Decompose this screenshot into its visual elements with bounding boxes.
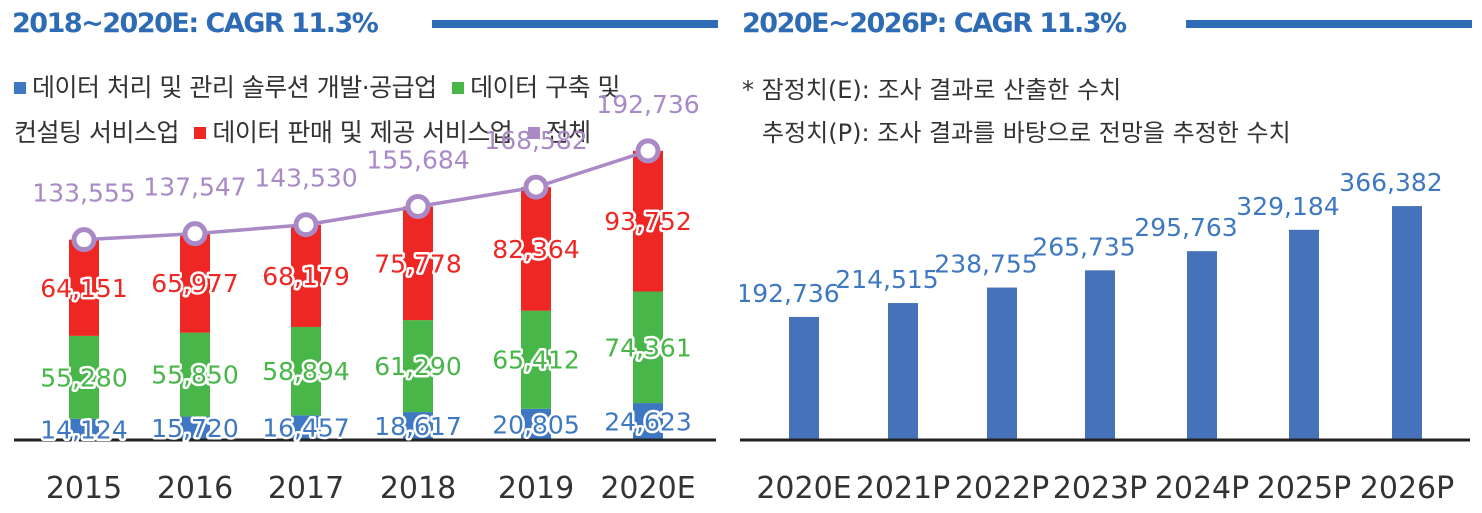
total-point [405,193,431,219]
total-point [523,174,549,200]
total-label: 143,530 [254,164,357,193]
note-estimate: 추정치(P): 조사 결과를 바탕으로 전망을 추정한 수치 [762,119,1291,147]
bar-segment [633,291,663,404]
data-label: 82,364 [492,235,579,264]
forecast-bar [888,303,918,440]
x-tick-label: 2026P [1360,471,1454,506]
legend-label-processing: 데이터 처리 및 관리 솔루션 개발·공급업 [32,73,437,102]
bar-segment [180,233,210,333]
forecast-bar [1085,270,1115,440]
total-point [71,227,97,253]
bar-segment [521,408,551,440]
data-label: 265,735 [1032,232,1135,261]
bar-segment [633,150,663,292]
total-line [83,149,649,242]
bar-segment [291,415,321,440]
legend-label-building: 데이터 구축 및 [470,73,621,102]
left-chart-title: 2018~2020E: CAGR 11.3% [12,8,379,39]
data-label: 214,515 [835,265,938,294]
left-title-rule [432,20,718,28]
x-tick-label: 2018 [380,471,456,506]
data-label: 64,151 [40,274,127,303]
right-title-rule [1186,20,1472,28]
bar-segment [69,335,99,419]
data-label: 58,894 [262,357,349,386]
data-label: 192,736 [740,279,840,308]
forecast-bar [987,287,1017,440]
legend-swatch-total [527,127,540,139]
data-label: 16,457 [262,414,349,443]
data-label: 65,412 [492,346,579,375]
bar-segment [403,206,433,321]
total-point [182,221,208,247]
left-chart-panel: 2018~2020E: CAGR 11.3% 데이터 처리 및 관리 솔루션 개… [0,0,730,513]
legend-swatch-building [452,82,465,94]
forecast-bar [1187,251,1217,440]
legend-swatch-processing [14,82,26,94]
data-label: 20,805 [492,410,579,439]
x-tick-label: 2024P [1155,471,1249,506]
bar-segment [180,416,210,440]
total-label: 133,555 [32,179,135,208]
bar-segment [521,187,551,311]
bar-segment [521,310,551,409]
legend-label-sales: 데이터 판매 및 제공 서비스업 [212,118,513,147]
forecast-bar [1392,206,1422,440]
data-label: 14,124 [40,415,127,444]
data-label: 18,617 [374,412,461,441]
total-point [293,212,319,238]
right-chart-title: 2020E~2026P: CAGR 11.3% [742,8,1127,39]
legend-label-total: 전체 [545,118,592,147]
forecast-bar-chart: 192,736214,515238,755265,735295,763329,1… [740,168,1470,506]
total-label: 155,684 [366,145,469,174]
data-label: 61,290 [374,352,461,381]
x-tick-label: 2015 [46,471,122,506]
x-tick-label: 2016 [157,471,233,506]
bar-segment [633,403,663,440]
x-tick-label: 2025P [1257,471,1351,506]
bar-segment [291,224,321,327]
data-label: 238,755 [934,250,1037,279]
bar-segment [180,332,210,417]
right-chart-panel: 2020E~2026P: CAGR 11.3% * 잠정치(E): 조사 결과로… [740,0,1482,513]
data-label: 74,361 [604,333,691,362]
bar-segment [403,320,433,413]
data-label: 55,280 [40,363,127,392]
data-label: 93,752 [604,207,691,236]
legend-row-2: 컨설팅 서비스업 데이터 판매 및 제공 서비스업 전체 [14,113,591,149]
x-tick-label: 2017 [268,471,344,506]
legend-swatch-sales [194,127,207,139]
data-label: 329,184 [1236,192,1339,221]
data-label: 295,763 [1134,213,1237,242]
data-label: 15,720 [151,414,238,443]
data-label: 366,382 [1339,168,1442,197]
total-label: 192,736 [596,90,699,119]
x-tick-label: 2019 [498,471,574,506]
total-point [635,138,661,164]
bar-segment [291,326,321,416]
bar-segment [69,239,99,336]
legend-label-building-cont: 컨설팅 서비스업 [14,118,179,147]
data-label: 65,977 [151,269,238,298]
bar-segment [403,412,433,440]
total-label: 168,582 [484,126,587,155]
note-provisional: * 잠정치(E): 조사 결과로 산출한 수치 [742,76,1122,104]
data-label: 55,850 [151,361,238,390]
data-label: 68,179 [262,262,349,291]
x-tick-label: 2023P [1053,471,1147,506]
stacked-bar-chart: 14,124 55,280 64,151 15,720 55,850 65,977 16,4… [14,90,716,506]
x-tick-label: 2022P [955,471,1049,506]
data-label: 24,623 [604,408,691,437]
total-label: 137,547 [143,173,246,202]
data-label: 75,778 [374,249,461,278]
forecast-bar [789,316,819,440]
x-tick-label: 2020E [600,471,695,506]
forecast-bar [1289,229,1319,440]
x-tick-label: 2021P [856,471,950,506]
legend-row-1: 데이터 처리 및 관리 솔루션 개발·공급업 데이터 구축 및 [14,68,621,104]
x-tick-label: 2020E [756,471,851,506]
bar-segment [69,418,99,440]
